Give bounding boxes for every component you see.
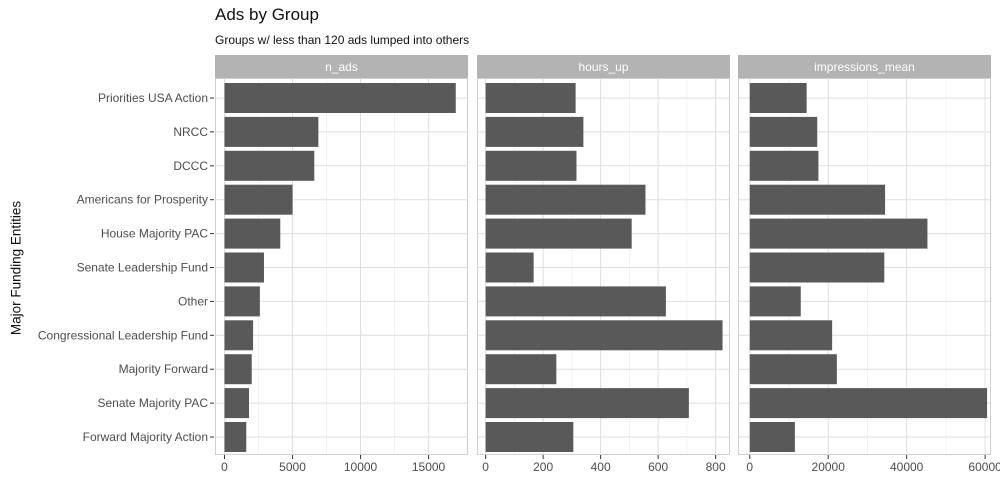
bar [224,150,315,181]
bar [224,422,247,452]
x-tick-label: 20000 [812,460,846,474]
panel-border [477,78,730,455]
bar [224,320,254,351]
facet-strip-label: impressions_mean [814,60,915,74]
bar [485,218,632,249]
bar [224,116,319,147]
bar [749,116,818,147]
category-label: DCCC [173,159,208,173]
x-tick-label: 800 [706,460,726,474]
category-label: Americans for Prosperity [77,193,208,207]
panel-border [738,78,991,455]
x-tick-label: 0 [221,460,228,474]
bar [749,354,837,385]
x-tick-label: 40000 [890,460,924,474]
bar [749,422,795,452]
facet-strip [215,55,468,78]
bar [485,252,534,283]
bar [485,422,574,452]
category-label: Senate Majority PAC [98,396,209,410]
bar [749,218,928,249]
category-label: Other [178,294,208,308]
category-label: Priorities USA Action [98,91,208,105]
bar [749,252,885,283]
bar [224,388,250,419]
chart-title: Ads by Group [215,5,319,24]
bar [749,150,819,181]
bar [224,184,293,215]
bar [485,83,576,113]
bar [485,116,584,147]
bar [749,320,833,351]
bar [485,388,689,419]
facet-strip-label: n_ads [325,60,358,74]
x-tick-label: 5000 [279,460,306,474]
bar [485,354,557,385]
category-label: Majority Forward [119,362,208,376]
category-label: Senate Leadership Fund [77,261,208,275]
category-label: Congressional Leadership Fund [38,328,208,342]
x-tick-label: 600 [648,460,668,474]
bar [224,354,252,385]
bar [224,252,264,283]
category-label: House Majority PAC [101,227,208,241]
x-tick-label: 60000 [968,460,1000,474]
category-label: NRCC [173,125,208,139]
x-tick-label: 0 [746,460,753,474]
bar [749,83,807,113]
facet-strip-label: hours_up [578,60,628,74]
panel-border [215,78,468,455]
category-label: Forward Majority Action [83,430,208,444]
bar [224,286,260,317]
bar [749,388,988,419]
bar [749,184,886,215]
chart-subtitle: Groups w/ less than 120 ads lumped into … [215,33,470,47]
bar [749,286,801,317]
x-tick-label: 200 [533,460,553,474]
x-tick-label: 10000 [344,460,378,474]
facet-strip [477,55,730,78]
x-tick-label: 0 [482,460,489,474]
bar [485,150,577,181]
x-tick-label: 400 [591,460,611,474]
bar [485,184,646,215]
facet-strip [738,55,991,78]
bar [485,286,666,317]
x-tick-label: 15000 [412,460,446,474]
bar [224,218,281,249]
bar [224,83,456,113]
bar [485,320,723,351]
